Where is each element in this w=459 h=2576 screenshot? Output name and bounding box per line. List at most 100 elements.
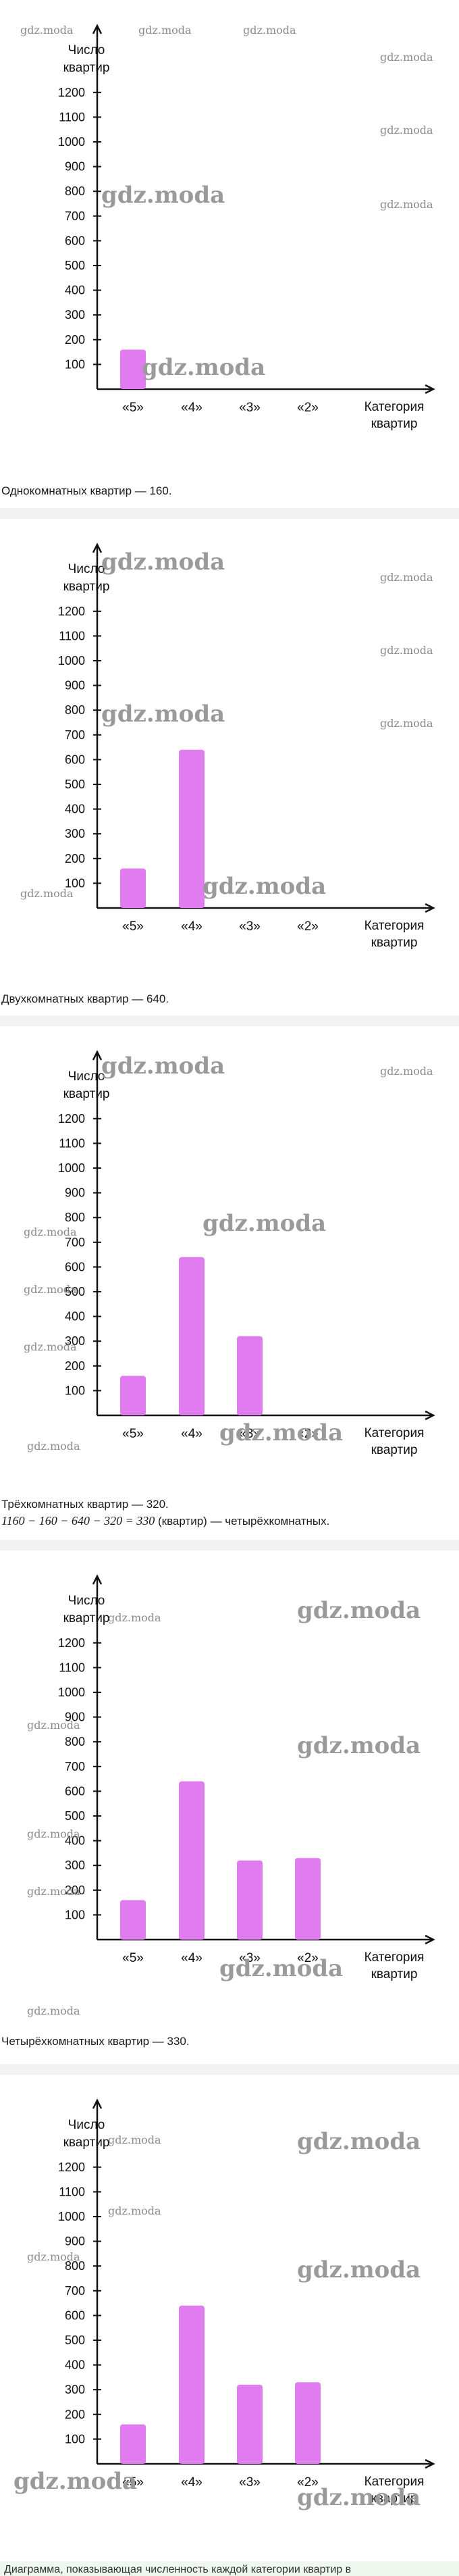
y-axis-label-line1: Число: [68, 2118, 105, 2132]
y-tick-label: 700: [65, 2284, 85, 2298]
watermark: gdz.moda: [380, 198, 433, 211]
x-category-label: «4»: [181, 401, 202, 415]
x-category-label: «5»: [122, 919, 144, 934]
caption-2: Двухкомнатных квартир — 640.: [1, 992, 169, 1005]
y-tick-label: 400: [65, 1310, 85, 1323]
watermark: gdz.moda: [297, 1597, 421, 1624]
x-axis-label-line1: Категория: [364, 919, 425, 933]
watermark: gdz.moda: [101, 182, 225, 209]
y-tick-label: 500: [65, 2333, 85, 2347]
y-tick-label: 700: [65, 728, 85, 742]
x-category-label: «5»: [122, 1951, 144, 1965]
y-tick-label: 600: [65, 753, 85, 766]
bar: [237, 1336, 263, 1415]
y-tick-label: 200: [65, 333, 85, 347]
watermark: gdz.moda: [20, 24, 74, 36]
watermark: gdz.moda: [297, 2128, 421, 2155]
watermark: gdz.moda: [297, 2256, 421, 2283]
x-axis-arrow: [425, 384, 435, 395]
x-category-label: «5»: [122, 401, 144, 415]
watermark: gdz.moda: [20, 887, 74, 900]
y-axis-label-line2: квартир: [63, 2136, 110, 2150]
y-tick-label: 900: [65, 2235, 85, 2248]
watermark: gdz.moda: [380, 1065, 433, 1078]
y-tick-label: 500: [65, 778, 85, 791]
x-category-label: «3»: [239, 1951, 261, 1965]
y-tick-label: 1000: [58, 1161, 85, 1175]
watermark: gdz.moda: [108, 1611, 161, 1624]
watermark: gdz.moda: [202, 873, 326, 900]
x-axis-label-line2: квартир: [371, 936, 418, 950]
watermark: gdz.moda: [297, 1732, 421, 1759]
x-category-label: «3»: [239, 2475, 261, 2490]
y-tick-label: 200: [65, 1359, 85, 1373]
watermark: gdz.moda: [101, 1053, 225, 1080]
x-axis-label-line2: квартир: [371, 1967, 418, 1981]
watermark: gdz.moda: [27, 2004, 80, 2017]
watermark: gdz.moda: [243, 24, 296, 36]
y-tick-label: 900: [65, 1711, 85, 1724]
y-tick-label: 500: [65, 259, 85, 272]
chart-panel-4: 100 200 300 400 500 600 700 800 900 1000 1100 1200 Ч…: [0, 1550, 459, 2064]
watermark: gdz.moda: [24, 1283, 77, 1296]
y-tick-label: 1000: [58, 2210, 85, 2223]
watermark: gdz.moda: [380, 717, 433, 730]
y-tick-label: 900: [65, 160, 85, 174]
y-tick-label: 800: [65, 184, 85, 198]
y-axis-label-line1: Число: [68, 1594, 105, 1608]
separator: [0, 1015, 459, 1026]
watermark: gdz.moda: [108, 2133, 161, 2146]
y-tick-label: 100: [65, 1908, 85, 1921]
y-tick-label: 100: [65, 876, 85, 890]
bar: [120, 1375, 146, 1415]
x-axis-label-line2: квартир: [371, 417, 418, 431]
y-tick-label: 900: [65, 679, 85, 692]
x-axis-arrow: [425, 903, 435, 913]
equation-expression: 1160 − 160 − 640 − 320 = 330: [1, 1514, 155, 1527]
separator: [0, 1540, 459, 1550]
y-axis-label-line1: Число: [68, 1069, 105, 1084]
bar-chart-4: 100 200 300 400 500 600 700 800 900 1000 1100 1200 Ч…: [27, 1574, 435, 2017]
x-category-label: «4»: [181, 1427, 202, 1441]
y-tick-label: 1200: [58, 605, 85, 618]
y-tick-label: 400: [65, 284, 85, 297]
bar: [179, 2305, 205, 2464]
bar: [295, 1858, 321, 1940]
watermark: gdz.moda: [380, 124, 433, 136]
bar: [179, 749, 205, 908]
bar-chart-2: 100 200 300 400 500 600 700 800 900 1000 1100 1200 Ч…: [20, 542, 435, 950]
x-category-label: «3»: [239, 1427, 261, 1441]
watermark: gdz.moda: [24, 1340, 77, 1353]
y-axis-label-line1: Число: [68, 562, 105, 576]
y-tick-label: 700: [65, 1236, 85, 1249]
x-category-label: «5»: [122, 1427, 144, 1441]
bar: [120, 868, 146, 908]
y-tick-label: 1000: [58, 1686, 85, 1699]
y-axis-label-line2: квартир: [63, 1611, 110, 1625]
x-axis-arrow: [425, 2458, 435, 2469]
watermark: gdz.moda: [380, 571, 433, 584]
watermark: gdz.moda: [108, 2204, 161, 2217]
y-tick-label: 1200: [58, 1636, 85, 1650]
caption-3-equation: 1160 − 160 − 640 − 320 = 330 (квартир) —…: [1, 1514, 329, 1528]
watermark: gdz.moda: [219, 1955, 343, 1982]
y-axis-label-line2: квартир: [63, 580, 110, 594]
bar-chart-5: 100 200 300 400 500 600 700 800 900 1000 1100 1200 Ч…: [14, 2098, 435, 2511]
y-tick-label: 600: [65, 1260, 85, 1273]
watermark: gdz.moda: [380, 51, 433, 64]
bar-chart-3: 100 200 300 400 500 600 700 800 900 1000 1100 1200 Ч…: [24, 1050, 435, 1457]
bar: [237, 1860, 263, 1940]
watermark: gdz.moda: [24, 1226, 77, 1238]
x-axis-label-line1: Категория: [364, 400, 425, 414]
y-tick-label: 300: [65, 1334, 85, 1348]
watermark: gdz.moda: [101, 549, 225, 576]
x-axis-label-line1: Категория: [364, 1426, 425, 1440]
y-axis-label-line2: квартир: [63, 1087, 110, 1101]
y-tick-label: 800: [65, 1735, 85, 1748]
watermark: gdz.moda: [27, 1827, 80, 1840]
x-category-label: «4»: [181, 919, 202, 934]
y-tick-label: 200: [65, 2408, 85, 2421]
caption-4: Четырёхкомнатных квартир — 330.: [1, 2035, 190, 2048]
y-axis-arrow: [92, 1574, 103, 1585]
y-tick-label: 100: [65, 357, 85, 371]
